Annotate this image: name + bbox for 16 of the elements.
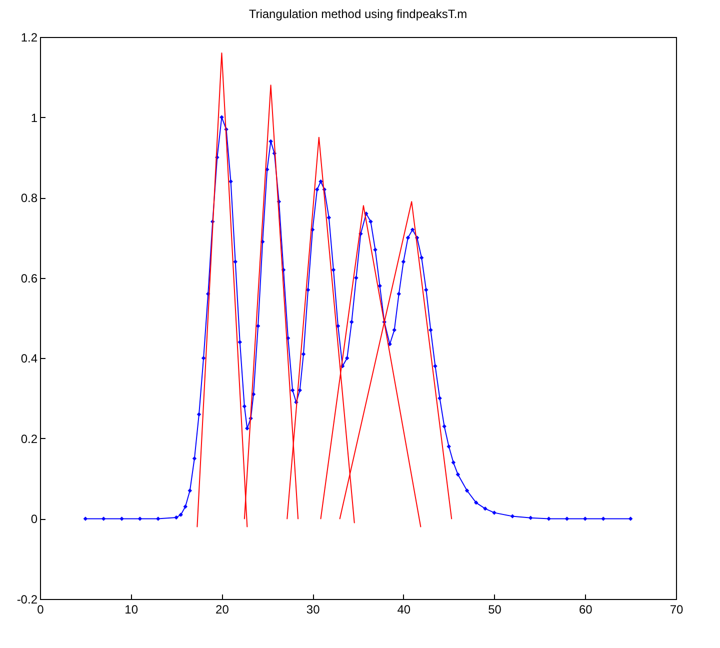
y-tick-label: 0	[30, 512, 38, 526]
y-tick-label: 0.4	[20, 352, 38, 366]
x-tick-label: 40	[397, 602, 411, 616]
y-tick-label: 1.2	[20, 30, 38, 44]
y-tick-label: 1	[30, 110, 38, 125]
chart-title: Triangulation method using findpeaksT.m	[248, 7, 468, 21]
y-tick-label: 0.6	[20, 271, 38, 286]
x-tick-label: 50	[488, 602, 502, 616]
y-tick-label: -0.2	[16, 592, 38, 606]
y-tick-label: 0.2	[20, 432, 38, 446]
y-tick-label: 0.8	[20, 191, 38, 206]
x-tick-label: 30	[306, 602, 320, 616]
x-tick-label: 70	[670, 602, 684, 616]
x-tick-label: 60	[578, 602, 593, 616]
x-tick-label: 20	[216, 602, 230, 616]
x-tick-label: 10	[124, 602, 138, 616]
